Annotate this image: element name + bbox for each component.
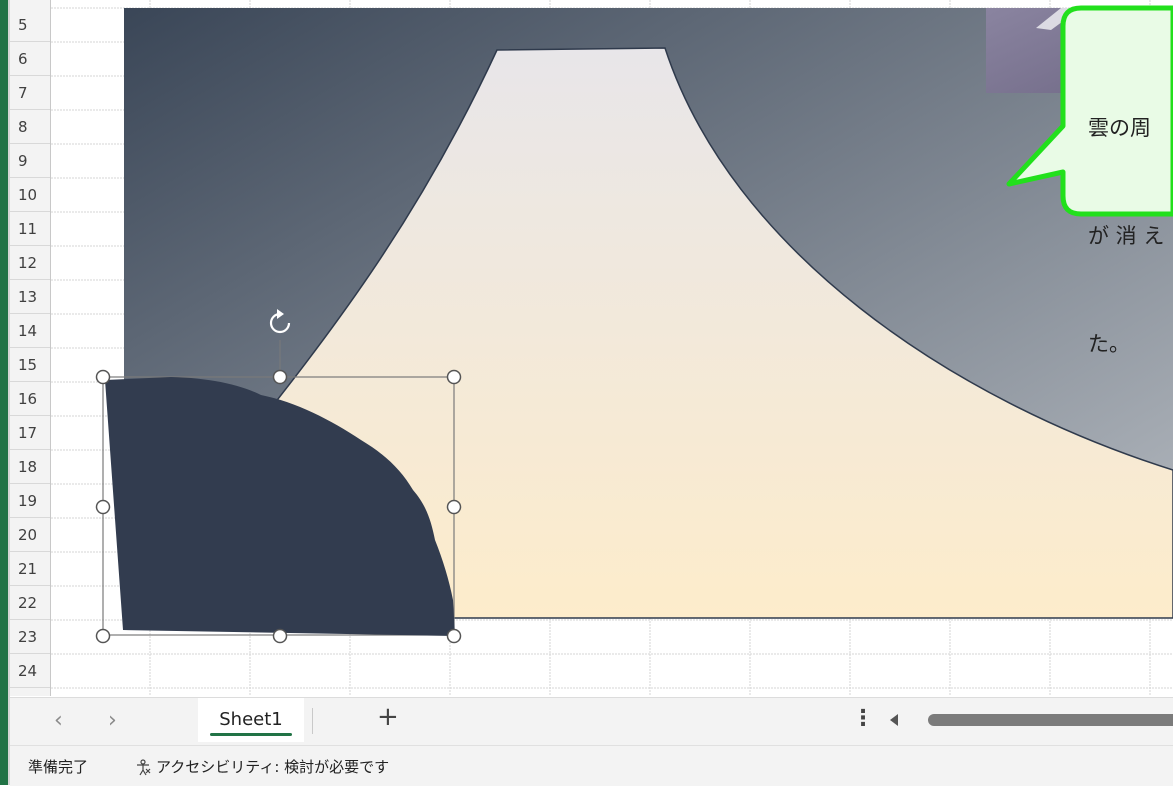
row-number[interactable]: 6 (10, 42, 50, 76)
accessibility-label: アクセシビリティ: 検討が必要です (156, 758, 390, 776)
callout-text: 雲の周 が 消 え た。 (1088, 38, 1173, 434)
status-bar: 準備完了 アクセシビリティ: 検討が必要です (10, 745, 1173, 786)
worksheet-canvas (51, 0, 1173, 696)
row-number[interactable]: 7 (10, 76, 50, 110)
resize-handle-bottom[interactable] (272, 628, 288, 644)
row-number[interactable]: 15 (10, 348, 50, 382)
tab-divider (312, 708, 313, 734)
callout-line: た。 (1088, 332, 1130, 356)
add-sheet-button[interactable]: + (377, 702, 399, 732)
callout-line: 雲の周 (1088, 116, 1151, 140)
row-number[interactable]: 21 (10, 552, 50, 586)
row-header: 5 6 7 8 9 10 11 12 13 14 15 16 17 18 19 … (10, 0, 51, 696)
row-number[interactable]: 17 (10, 416, 50, 450)
horizontal-scrollbar-thumb[interactable] (928, 714, 1173, 726)
resize-handle-top-right[interactable] (446, 369, 462, 385)
accessibility-status[interactable]: アクセシビリティ: 検討が必要です (134, 756, 389, 777)
callout-line: が 消 え (1088, 224, 1165, 248)
row-number[interactable]: 5 (10, 8, 50, 42)
scroll-left-arrow-icon[interactable] (890, 714, 898, 726)
row-number[interactable]: 14 (10, 314, 50, 348)
prev-sheet-icon[interactable]: ‹ (54, 708, 63, 733)
status-ready: 準備完了 (28, 758, 89, 776)
row-number[interactable]: 13 (10, 280, 50, 314)
row-number[interactable]: 20 (10, 518, 50, 552)
tab-sheet1[interactable]: Sheet1 (198, 698, 304, 742)
resize-handle-right[interactable] (446, 499, 462, 515)
active-tab-indicator (210, 733, 292, 736)
next-sheet-icon[interactable]: › (108, 708, 117, 733)
cloud-shape[interactable] (105, 377, 455, 636)
row-number[interactable]: 23 (10, 620, 50, 654)
row-number[interactable]: 22 (10, 586, 50, 620)
window-frame-left (0, 0, 10, 785)
row-number[interactable]: 16 (10, 382, 50, 416)
row-number[interactable]: 9 (10, 144, 50, 178)
resize-handle-bottom-left[interactable] (95, 628, 111, 644)
row-number[interactable]: 19 (10, 484, 50, 518)
row-number[interactable]: 8 (10, 110, 50, 144)
more-options-icon[interactable]: ⋮ (852, 706, 874, 731)
sheet-tab-bar: ‹ › Sheet1 + ⋮ (10, 697, 1173, 746)
row-number[interactable]: 24 (10, 654, 50, 688)
sheet-tab-label: Sheet1 (219, 709, 283, 730)
row-number[interactable]: 12 (10, 246, 50, 280)
resize-handle-top-left[interactable] (95, 369, 111, 385)
frame-divider (8, 0, 10, 785)
row-number[interactable]: 18 (10, 450, 50, 484)
accessibility-icon (137, 758, 151, 775)
resize-handle-bottom-right[interactable] (446, 628, 462, 644)
rotate-icon[interactable] (269, 309, 291, 334)
callout-bubble (1006, 5, 1173, 217)
resize-handle-left[interactable] (95, 499, 111, 515)
row-number[interactable]: 10 (10, 178, 50, 212)
worksheet-grid[interactable]: 雲の周 が 消 え た。 (51, 0, 1173, 696)
row-number[interactable]: 11 (10, 212, 50, 246)
resize-handle-top[interactable] (272, 369, 288, 385)
